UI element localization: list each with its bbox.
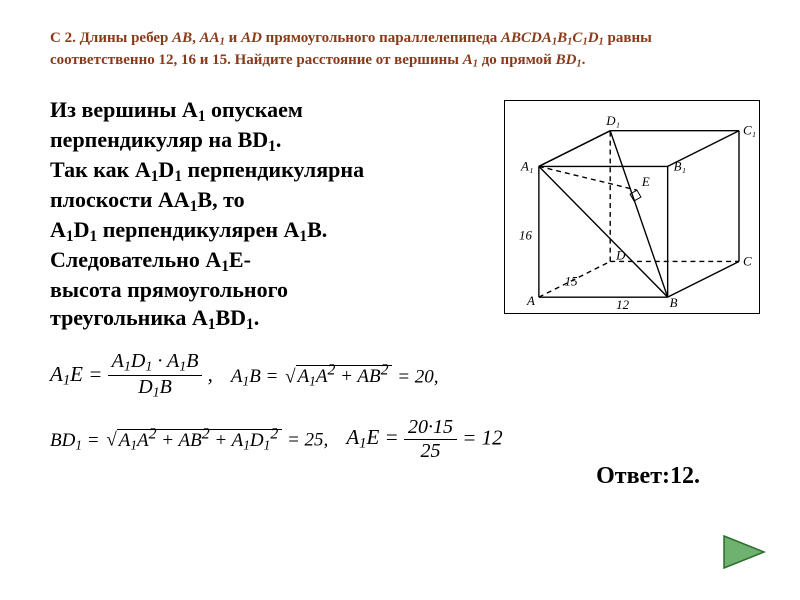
- problem-statement: С 2. Длины ребер AB, AA1 и AD прямоуголь…: [50, 28, 760, 72]
- answer-caption: Ответ:: [596, 463, 670, 489]
- solution-text: Из вершины А1 опускаемперпендикуляр на В…: [50, 96, 480, 334]
- problem-text: Длины ребер AB, AA1 и AD прямоугольного …: [50, 30, 652, 68]
- formula-1: A1E = A1D1 · A1BD1B ,: [50, 350, 213, 402]
- svg-text:D: D: [615, 248, 626, 262]
- svg-text:A₁: A₁: [520, 159, 533, 173]
- svg-text:15: 15: [565, 274, 578, 288]
- svg-text:C₁: C₁: [743, 123, 756, 137]
- svg-text:A: A: [526, 294, 535, 308]
- parallelepiped-diagram: A B C D A₁ B₁ C₁ D₁ E 16 15 12: [504, 100, 760, 314]
- diagram-container: A B C D A₁ B₁ C₁ D₁ E 16 15 12: [504, 96, 760, 334]
- formula-2: A1B = √A1A2 + AB2 = 20,: [231, 362, 439, 390]
- formula-4: A1E = 20·1525 = 12: [346, 416, 502, 463]
- triangle-right-icon: [720, 532, 768, 572]
- svg-text:16: 16: [519, 228, 532, 242]
- svg-text:D₁: D₁: [605, 113, 620, 127]
- svg-text:12: 12: [616, 298, 629, 312]
- answer-value: 12.: [670, 463, 700, 489]
- svg-text:B: B: [670, 296, 678, 310]
- problem-label: С 2.: [50, 30, 76, 46]
- slide-root: С 2. Длины ребер AB, AA1 и AD прямоуголь…: [0, 0, 800, 600]
- svg-text:B₁: B₁: [674, 159, 686, 173]
- formulas-block: A1E = A1D1 · A1BD1B , A1B = √A1A2 + AB2 …: [50, 350, 760, 463]
- body-row: Из вершины А1 опускаемперпендикуляр на В…: [50, 96, 760, 334]
- answer-label: Ответ:12.: [596, 463, 700, 490]
- formula-3: BD1 = √A1A2 + AB2 + A1D12 = 25,: [50, 425, 328, 453]
- next-slide-button[interactable]: [720, 532, 768, 572]
- svg-text:C: C: [743, 254, 752, 268]
- svg-text:E: E: [641, 175, 650, 189]
